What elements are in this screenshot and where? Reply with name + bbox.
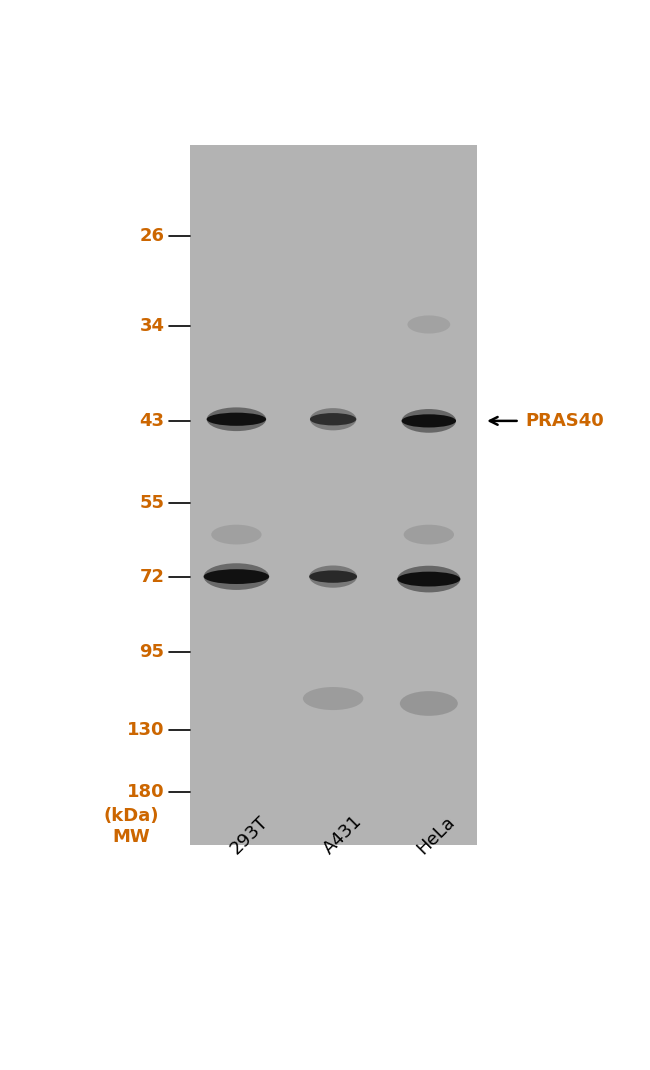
- Text: 95: 95: [139, 643, 164, 660]
- Ellipse shape: [203, 569, 269, 584]
- Text: 34: 34: [139, 317, 164, 335]
- Text: PRAS40: PRAS40: [526, 412, 604, 430]
- Ellipse shape: [207, 413, 266, 426]
- Text: 72: 72: [139, 568, 164, 586]
- Ellipse shape: [309, 570, 357, 583]
- Text: 26: 26: [139, 227, 164, 245]
- Text: 293T: 293T: [227, 812, 272, 857]
- Ellipse shape: [203, 563, 269, 590]
- Ellipse shape: [303, 687, 363, 710]
- Ellipse shape: [310, 408, 356, 430]
- Ellipse shape: [408, 316, 450, 334]
- Ellipse shape: [309, 565, 357, 587]
- Ellipse shape: [397, 566, 460, 593]
- Ellipse shape: [397, 571, 460, 586]
- Text: 180: 180: [127, 782, 164, 800]
- Ellipse shape: [402, 409, 456, 432]
- Ellipse shape: [310, 413, 356, 426]
- Ellipse shape: [402, 414, 456, 428]
- Text: (kDa): (kDa): [104, 808, 159, 825]
- Text: HeLa: HeLa: [413, 812, 459, 857]
- Ellipse shape: [211, 524, 261, 545]
- Text: 130: 130: [127, 721, 164, 739]
- Text: MW: MW: [112, 828, 151, 846]
- Ellipse shape: [400, 691, 458, 716]
- Text: A431: A431: [320, 812, 366, 857]
- Ellipse shape: [404, 524, 454, 545]
- Text: 55: 55: [139, 494, 164, 513]
- Text: 43: 43: [139, 412, 164, 430]
- Ellipse shape: [207, 408, 266, 431]
- Bar: [190, 144, 476, 845]
